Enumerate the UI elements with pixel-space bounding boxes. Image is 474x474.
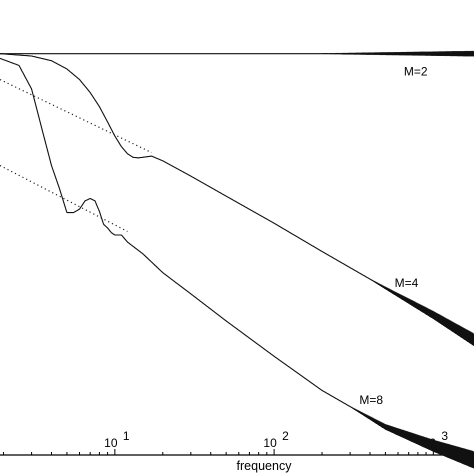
series-label: M=8	[359, 393, 383, 407]
x-tick-exponent: 1	[123, 429, 130, 443]
asymptote-dotted-line	[0, 79, 152, 154]
series-line-m4	[0, 53, 474, 346]
x-axis-label: frequency	[237, 459, 293, 473]
x-tick-exponent: 2	[282, 429, 289, 443]
asymptote-lines	[0, 79, 152, 232]
series-label: M=4	[395, 276, 419, 290]
x-tick-label: 10	[263, 436, 277, 450]
series-lines	[0, 50, 474, 469]
series-label: M=2	[404, 65, 428, 79]
series-line-m2	[0, 50, 474, 57]
x-tick-label: 10	[104, 436, 118, 450]
series-line-m8	[0, 57, 474, 469]
series-labels: M=2 M=4 M=8	[359, 65, 428, 407]
x-tick-exponent: 3	[441, 429, 448, 443]
x-axis-ticks: 10 1 10 2 10 3	[3, 429, 448, 455]
asymptote-dotted-line	[0, 164, 128, 232]
